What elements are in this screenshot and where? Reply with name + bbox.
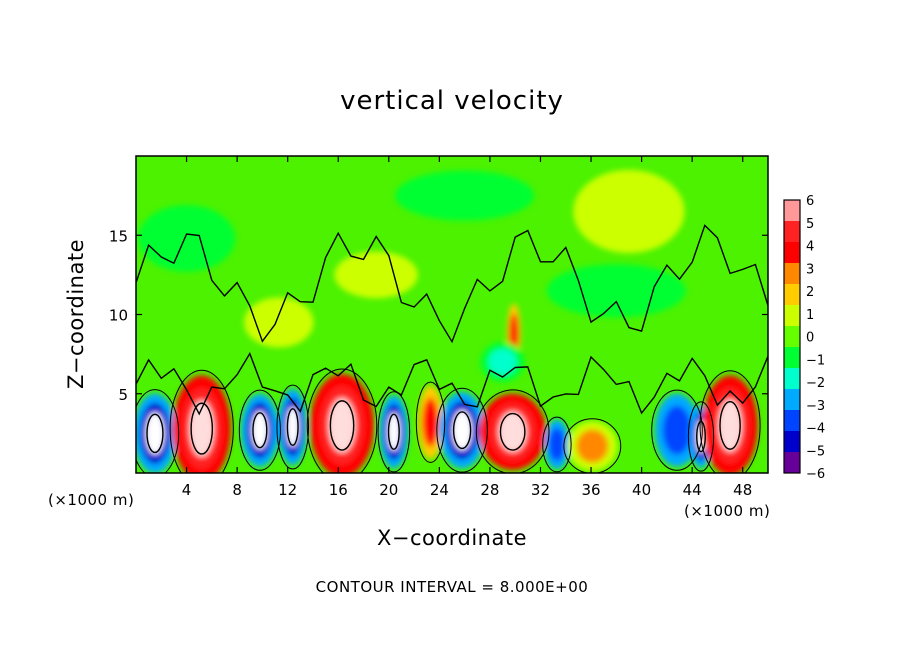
y-axis-label: Z−coordinate: [64, 239, 88, 389]
colorbar-label: 2: [806, 285, 814, 300]
colorbar-swatch: [784, 326, 800, 348]
field-cell: [702, 375, 758, 473]
colorbar-label: −1: [806, 353, 825, 368]
contour-line: [190, 402, 214, 455]
contour-line: [719, 400, 741, 450]
field-cell: [379, 395, 409, 469]
contour-line: [136, 389, 180, 473]
contour-line: [436, 387, 488, 473]
x-tick-label: 40: [632, 481, 651, 499]
colorbar-label: −3: [806, 399, 825, 414]
field-cell: [479, 393, 547, 471]
contour-line: [286, 408, 299, 446]
field-cell: [546, 264, 686, 318]
colorbar-swatch: [784, 452, 800, 474]
colorbar-swatch: [784, 284, 800, 306]
x-tick-label: 36: [581, 481, 600, 499]
field-cell: [240, 393, 279, 467]
x-tick-label: 32: [531, 481, 550, 499]
contour-line: [169, 369, 234, 473]
x-tick-label: 8: [232, 481, 242, 499]
contour-line: [136, 224, 768, 344]
field-cell: [137, 205, 236, 272]
field-cell: [480, 342, 525, 383]
colorbar-label: 0: [806, 331, 814, 346]
colorbar-swatch: [784, 410, 800, 432]
contour-interval-note: CONTOUR INTERVAL = 8.000E+00: [315, 578, 589, 596]
field-cell: [573, 169, 685, 254]
x-tick-label: 4: [182, 481, 192, 499]
colorbar-label: 3: [806, 262, 814, 277]
field-cell: [395, 170, 535, 221]
field-cell: [310, 373, 375, 473]
x-axis-units: (×1000 m): [684, 502, 771, 520]
field-cell: [334, 251, 418, 299]
contour-line: [387, 413, 400, 450]
x-axis-label: X−coordinate: [377, 526, 527, 550]
plot-area: [136, 156, 768, 473]
colorbar-swatch: [784, 389, 800, 411]
colorbar-swatch: [784, 263, 800, 285]
contour-line: [377, 391, 411, 473]
colorbar-swatch: [784, 305, 800, 327]
field-cell: [567, 421, 618, 472]
contour-line: [651, 389, 703, 471]
field-cell: [654, 393, 700, 467]
x-tick-label: 28: [480, 481, 499, 499]
contour-line: [687, 401, 715, 472]
colorbar-label: 1: [806, 308, 814, 323]
colorbar-swatch: [784, 200, 800, 222]
contour-line: [499, 412, 526, 451]
contour-line: [146, 413, 164, 454]
contour-line: [475, 389, 550, 473]
colorbar-swatch: [784, 431, 800, 453]
x-tick-label: 24: [430, 481, 449, 499]
colorbar-label: −4: [806, 422, 825, 437]
colorbar-swatch: [784, 368, 800, 390]
y-tick-label: 5: [118, 386, 128, 404]
field-cell: [278, 388, 308, 466]
x-tick-label: 44: [683, 481, 702, 499]
colorbar-label: −2: [806, 376, 825, 391]
field-cell: [544, 419, 570, 470]
contour-line: [252, 412, 268, 449]
contour-line: [329, 400, 355, 451]
contour-line: [452, 411, 472, 450]
contour-line: [276, 384, 310, 470]
field-cell: [417, 385, 444, 459]
x-tick-label: 16: [329, 481, 348, 499]
contour-line: [136, 351, 768, 416]
y-axis-units: (×1000 m): [48, 491, 135, 509]
field-cell: [438, 391, 486, 469]
contour-line: [699, 370, 761, 473]
colorbar-label: 4: [806, 240, 814, 255]
contour-line: [563, 418, 622, 473]
colorbar-swatch: [784, 242, 800, 264]
colorbar-label: −5: [806, 444, 825, 459]
colorbar-swatch: [784, 347, 800, 369]
x-tick-label: 48: [733, 481, 752, 499]
colorbar-label: −6: [806, 467, 825, 482]
colorbar-swatch: [784, 221, 800, 243]
colorbar-label: 5: [806, 217, 814, 232]
contour-line: [542, 416, 572, 473]
x-tick-label: 20: [379, 481, 398, 499]
x-tick-label: 12: [278, 481, 297, 499]
chart-title: vertical velocity: [340, 86, 564, 116]
y-tick-label: 10: [109, 307, 128, 325]
contour-line: [415, 381, 446, 463]
y-tick-label: 15: [109, 227, 128, 245]
field-cell: [244, 297, 314, 348]
field-cell: [172, 375, 231, 473]
colorbar: 6 5 4 3 2 1 0 −1 −2 −3 −4 −5 −6: [783, 194, 825, 482]
colorbar-frame: [783, 199, 801, 474]
contour-line: [306, 368, 378, 473]
field-cell: [136, 393, 177, 473]
contour-line: [238, 389, 281, 471]
colorbar-label: 6: [806, 194, 814, 209]
contour-line: [696, 420, 706, 453]
